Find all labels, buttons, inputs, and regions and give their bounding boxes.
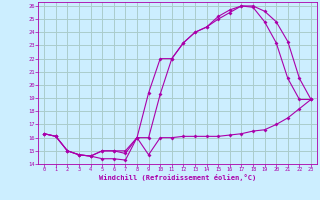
X-axis label: Windchill (Refroidissement éolien,°C): Windchill (Refroidissement éolien,°C) [99, 174, 256, 181]
